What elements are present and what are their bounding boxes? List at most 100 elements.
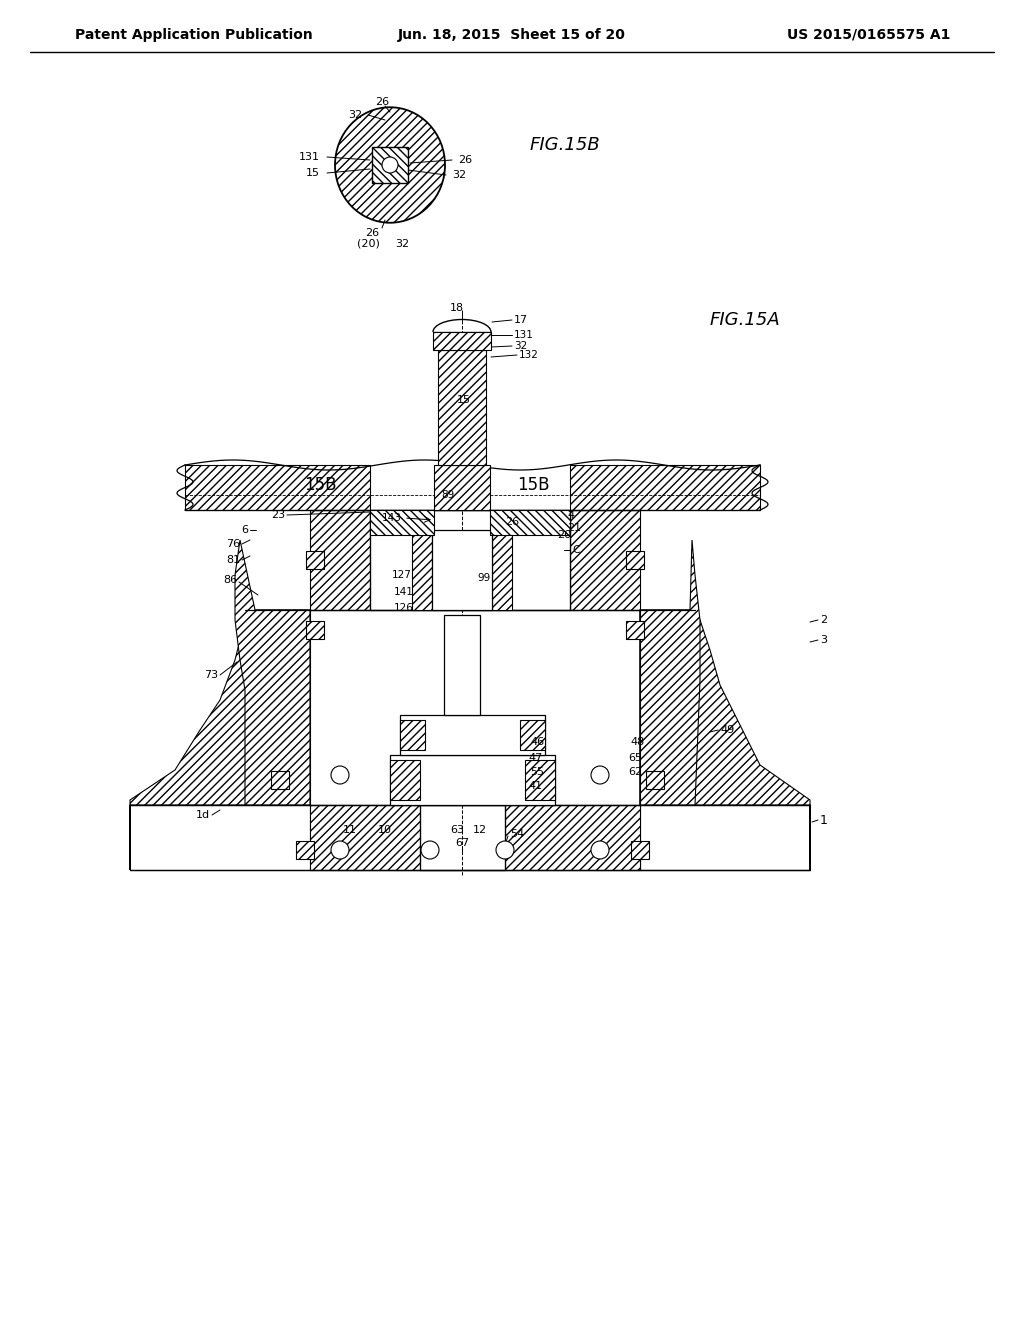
- Bar: [310, 805, 640, 870]
- Text: 26: 26: [375, 96, 389, 107]
- Text: FIG.15B: FIG.15B: [530, 136, 601, 154]
- Circle shape: [421, 841, 439, 859]
- Text: 4: 4: [567, 510, 574, 520]
- Text: 47: 47: [528, 752, 543, 763]
- Bar: [626, 550, 644, 569]
- Polygon shape: [570, 510, 640, 610]
- Text: 15: 15: [306, 168, 319, 178]
- Text: 126: 126: [394, 603, 414, 612]
- Bar: [432, 531, 492, 610]
- Bar: [420, 805, 505, 870]
- Text: 20: 20: [557, 531, 571, 540]
- Text: 89: 89: [440, 490, 454, 500]
- Bar: [400, 719, 425, 750]
- Text: 10: 10: [378, 825, 392, 836]
- Polygon shape: [234, 540, 310, 805]
- Bar: [520, 719, 545, 750]
- Text: 18: 18: [450, 304, 464, 313]
- Polygon shape: [492, 531, 512, 610]
- Polygon shape: [640, 610, 810, 870]
- Polygon shape: [310, 510, 370, 610]
- Bar: [444, 615, 480, 715]
- Bar: [626, 620, 644, 639]
- Text: 65: 65: [628, 752, 642, 763]
- Bar: [433, 333, 490, 350]
- Text: Jun. 18, 2015  Sheet 15 of 20: Jun. 18, 2015 Sheet 15 of 20: [398, 28, 626, 42]
- Text: 132: 132: [519, 350, 539, 360]
- Circle shape: [331, 766, 349, 784]
- Text: 143: 143: [382, 513, 402, 523]
- Polygon shape: [570, 465, 760, 510]
- Text: 6: 6: [241, 525, 248, 535]
- Text: 17: 17: [514, 315, 528, 325]
- Text: 15B: 15B: [304, 477, 336, 494]
- Text: 15B: 15B: [517, 477, 550, 494]
- Polygon shape: [412, 531, 432, 610]
- Text: 127: 127: [392, 570, 412, 579]
- Text: 131: 131: [299, 152, 319, 162]
- Text: 15: 15: [457, 395, 471, 405]
- Text: 63: 63: [450, 825, 464, 836]
- Text: 26: 26: [458, 154, 472, 165]
- Text: 32: 32: [395, 239, 410, 249]
- Circle shape: [331, 841, 349, 859]
- Bar: [525, 760, 555, 800]
- Text: 73: 73: [204, 671, 218, 680]
- Bar: [390, 760, 420, 800]
- Text: 21: 21: [567, 523, 582, 533]
- Text: 23: 23: [271, 510, 285, 520]
- Bar: [434, 465, 490, 510]
- Text: 131: 131: [514, 330, 534, 341]
- Bar: [390, 755, 555, 805]
- Bar: [310, 805, 640, 870]
- Text: 1d: 1d: [196, 810, 210, 820]
- Polygon shape: [490, 510, 570, 535]
- Text: 26: 26: [505, 517, 519, 527]
- Bar: [296, 841, 314, 859]
- Text: C: C: [572, 545, 580, 554]
- Text: 49: 49: [720, 725, 734, 735]
- Bar: [370, 510, 570, 610]
- Circle shape: [382, 157, 398, 173]
- Polygon shape: [640, 540, 700, 805]
- Polygon shape: [370, 510, 434, 535]
- Text: 32: 32: [514, 341, 527, 351]
- Circle shape: [591, 766, 609, 784]
- Bar: [646, 771, 664, 789]
- Text: 12: 12: [473, 825, 487, 836]
- Text: 141: 141: [394, 587, 414, 597]
- Text: 26: 26: [365, 228, 379, 238]
- Bar: [306, 620, 324, 639]
- Text: 81: 81: [226, 554, 240, 565]
- Polygon shape: [185, 465, 370, 510]
- Text: 11: 11: [343, 825, 357, 836]
- Ellipse shape: [335, 107, 445, 223]
- Text: 32: 32: [452, 170, 466, 180]
- Text: 54: 54: [510, 829, 524, 840]
- Text: 62: 62: [628, 767, 642, 777]
- Bar: [271, 771, 289, 789]
- Text: 2: 2: [820, 615, 827, 624]
- Bar: [400, 715, 545, 755]
- Text: FIG.15A: FIG.15A: [710, 312, 780, 329]
- Text: 99: 99: [477, 573, 490, 583]
- Text: 48: 48: [630, 737, 644, 747]
- Circle shape: [591, 841, 609, 859]
- Text: 32: 32: [348, 110, 362, 120]
- Text: Patent Application Publication: Patent Application Publication: [75, 28, 312, 42]
- Text: 76: 76: [226, 539, 240, 549]
- Text: 86: 86: [223, 576, 237, 585]
- Text: US 2015/0165575 A1: US 2015/0165575 A1: [786, 28, 950, 42]
- Text: 1: 1: [820, 813, 827, 826]
- Bar: [438, 350, 486, 465]
- Bar: [631, 841, 649, 859]
- Circle shape: [496, 841, 514, 859]
- Polygon shape: [130, 610, 310, 870]
- Text: 46: 46: [530, 737, 544, 747]
- Bar: [306, 550, 324, 569]
- Text: 3: 3: [820, 635, 827, 645]
- Text: 67: 67: [455, 838, 469, 847]
- Text: 55: 55: [530, 767, 544, 777]
- Text: (20): (20): [356, 239, 380, 249]
- Bar: [372, 147, 408, 183]
